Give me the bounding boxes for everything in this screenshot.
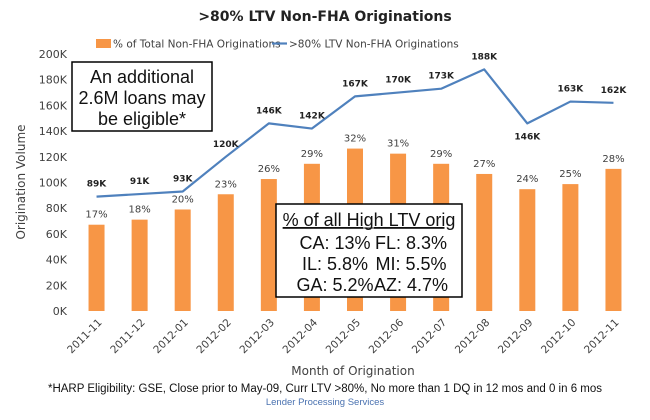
line-data-label: 162K — [601, 86, 628, 96]
footnote: *HARP Eligibility: GSE, Close prior to M… — [48, 383, 602, 395]
state-box-heading: % of all High LTV orig — [283, 210, 456, 230]
line-data-label: 163K — [558, 85, 585, 95]
x-axis-title: Month of Origination — [291, 364, 414, 378]
x-axis: 2011-11 2011-12 2012-01 2012-02 2012-03 2012-… — [65, 316, 621, 356]
line-path — [96, 68, 614, 198]
y-tick-label: 180K — [39, 74, 68, 87]
line-data-label: 93K — [173, 174, 194, 184]
y-tick-label: 0K — [53, 305, 68, 318]
state-box-mi: MI: 5.5% — [375, 254, 446, 274]
bar-data-label: 24% — [516, 174, 538, 185]
line-data-label: 146K — [514, 132, 541, 142]
y-tick-label: 60K — [46, 228, 68, 241]
y-axis: 0K 20K 40K 60K 80K 100K 120K 140K 160K 180K 200K — [39, 48, 68, 318]
line-labels: 89K 91K 93K 120K 146K 142K 167K 170K 173K 188K 146… — [87, 52, 628, 189]
bar-data-label: 28% — [602, 154, 624, 165]
line-data-label: 167K — [342, 79, 369, 89]
x-tick-label: 2012-04 — [281, 316, 321, 356]
bar-data-label: 29% — [301, 149, 323, 160]
bar-labels: 17% 18% 20% 23% 26% 29% 32% 31% 29% 27% 24% 25% 28% — [85, 134, 624, 221]
state-annotation-box: % of all High LTV orig CA: 13% FL: 8.3% … — [275, 203, 463, 298]
x-tick-label: 2011-12 — [108, 317, 148, 357]
state-box-az: AZ: 4.7% — [374, 275, 448, 295]
line-data-label: 142K — [299, 112, 326, 122]
y-axis-title: Origination Volume — [14, 124, 28, 239]
state-box-fl: FL: 8.3% — [375, 233, 447, 253]
eligible-box-line-1: An additional — [90, 67, 194, 87]
legend-label-line: >80% LTV Non-FHA Originations — [289, 39, 459, 51]
bar-data-label: 18% — [128, 205, 150, 216]
x-tick-label: 2012-08 — [453, 317, 493, 357]
x-tick-label: 2012-09 — [496, 317, 536, 357]
bar — [217, 194, 234, 311]
bar — [605, 168, 622, 311]
bar-data-label: 29% — [430, 149, 452, 160]
line-data-label: 91K — [130, 177, 151, 187]
bar — [131, 219, 148, 311]
line-data-label: 89K — [87, 180, 108, 190]
bar-data-label: 27% — [473, 159, 495, 170]
x-tick-label: 2012-03 — [237, 317, 277, 357]
bar — [88, 224, 105, 311]
line-series — [96, 68, 614, 198]
eligible-annotation-box: An additional 2.6M loans may be eligible… — [71, 61, 213, 132]
y-tick-label: 100K — [39, 177, 68, 190]
bar-data-label: 25% — [559, 169, 581, 180]
x-tick-label: 2012-06 — [367, 316, 407, 356]
y-tick-label: 140K — [39, 125, 68, 138]
y-tick-label: 80K — [46, 202, 68, 215]
x-tick-label: 2011-11 — [65, 317, 105, 357]
line-data-label: 120K — [213, 140, 240, 150]
bar — [174, 209, 191, 311]
y-tick-label: 200K — [39, 48, 68, 61]
x-tick-label: 2012-07 — [410, 317, 450, 357]
state-box-ga: GA: 5.2% — [296, 275, 373, 295]
line-data-label: 170K — [385, 76, 412, 86]
x-tick-label: 2012-11 — [582, 317, 622, 357]
state-box-il: IL: 5.8% — [302, 254, 368, 274]
state-box-frame — [275, 203, 463, 298]
bar-data-label: 20% — [172, 194, 194, 205]
y-tick-label: 120K — [39, 151, 68, 164]
source-credit: Lender Processing Services — [266, 397, 385, 408]
line-data-label: 146K — [256, 106, 283, 116]
x-tick-label: 2012-05 — [324, 317, 364, 357]
eligible-box-line-2: 2.6M loans may — [78, 88, 205, 108]
chart-title: >80% LTV Non-FHA Originations — [198, 9, 451, 25]
eligible-box-frame — [71, 61, 213, 132]
bar-data-label: 26% — [258, 164, 280, 175]
state-box-ca: CA: 13% — [299, 233, 370, 253]
y-tick-label: 20K — [46, 279, 68, 292]
bar — [260, 179, 277, 311]
legend-label-bar: % of Total Non-FHA Originations — [113, 39, 281, 51]
bar — [562, 184, 579, 311]
line-data-label: 188K — [471, 52, 498, 62]
bar — [476, 173, 493, 311]
bar-data-label: 31% — [387, 139, 409, 150]
legend: % of Total Non-FHA Originations >80% LTV… — [96, 39, 459, 51]
legend-swatch-bar — [96, 39, 111, 48]
x-tick-label: 2012-10 — [539, 317, 579, 357]
eligible-box-line-3: be eligible* — [98, 109, 186, 129]
line-data-label: 173K — [428, 72, 455, 82]
bar-data-label: 23% — [215, 179, 237, 190]
bar-data-label: 17% — [85, 210, 107, 221]
y-tick-label: 160K — [39, 99, 68, 112]
x-tick-label: 2012-02 — [194, 317, 234, 357]
x-tick-label: 2012-01 — [151, 317, 191, 357]
bar-data-label: 32% — [344, 134, 366, 145]
y-tick-label: 40K — [46, 254, 68, 267]
bar — [519, 189, 536, 311]
